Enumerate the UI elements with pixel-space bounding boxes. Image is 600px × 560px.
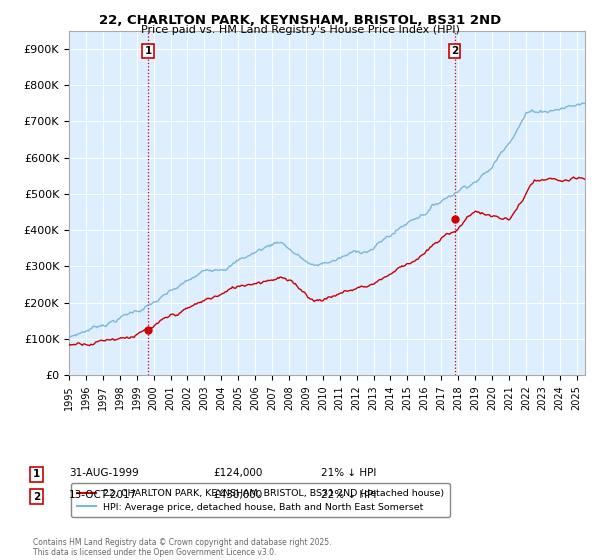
Text: Contains HM Land Registry data © Crown copyright and database right 2025.
This d: Contains HM Land Registry data © Crown c… (33, 538, 331, 557)
Text: 13-OCT-2017: 13-OCT-2017 (69, 491, 137, 501)
Text: £124,000: £124,000 (213, 468, 262, 478)
Text: 21% ↓ HPI: 21% ↓ HPI (321, 468, 376, 478)
Text: 1: 1 (33, 469, 40, 479)
Text: 22% ↓ HPI: 22% ↓ HPI (321, 491, 376, 501)
Text: 2: 2 (33, 492, 40, 502)
Text: £430,000: £430,000 (213, 491, 262, 501)
Text: 2: 2 (451, 46, 458, 57)
Text: 31-AUG-1999: 31-AUG-1999 (69, 468, 139, 478)
Text: Price paid vs. HM Land Registry's House Price Index (HPI): Price paid vs. HM Land Registry's House … (140, 25, 460, 35)
Legend: 22, CHARLTON PARK, KEYNSHAM, BRISTOL, BS31 2ND (detached house), HPI: Average pr: 22, CHARLTON PARK, KEYNSHAM, BRISTOL, BS… (71, 483, 450, 517)
Text: 22, CHARLTON PARK, KEYNSHAM, BRISTOL, BS31 2ND: 22, CHARLTON PARK, KEYNSHAM, BRISTOL, BS… (99, 14, 501, 27)
Text: 1: 1 (145, 46, 152, 57)
